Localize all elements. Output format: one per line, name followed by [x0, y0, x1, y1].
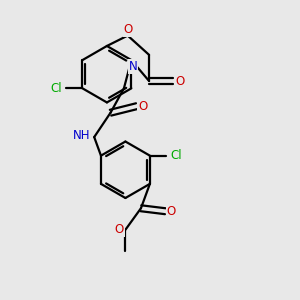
Text: O: O [176, 74, 184, 88]
Text: O: O [124, 23, 133, 36]
Text: N: N [128, 60, 137, 73]
Text: NH: NH [73, 129, 91, 142]
Text: O: O [138, 100, 147, 113]
Text: Cl: Cl [51, 82, 62, 95]
Text: Cl: Cl [170, 149, 182, 162]
Text: O: O [167, 205, 176, 218]
Text: O: O [114, 223, 124, 236]
